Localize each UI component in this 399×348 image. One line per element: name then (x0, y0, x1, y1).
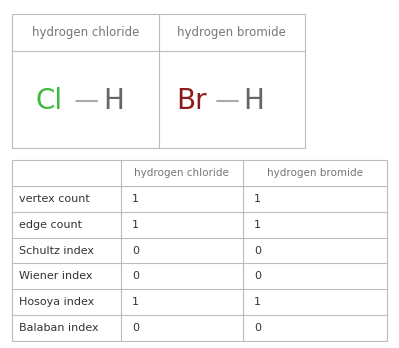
Text: hydrogen chloride: hydrogen chloride (134, 168, 229, 178)
Text: hydrogen chloride: hydrogen chloride (32, 26, 139, 39)
Text: edge count: edge count (20, 220, 83, 230)
Text: H: H (103, 87, 124, 115)
Text: 0: 0 (254, 271, 261, 282)
Text: 0: 0 (132, 246, 139, 255)
Text: Hosoya index: Hosoya index (20, 297, 95, 307)
Text: H: H (244, 87, 265, 115)
Text: Balaban index: Balaban index (20, 323, 99, 333)
Text: 1: 1 (132, 297, 139, 307)
Text: 0: 0 (132, 271, 139, 282)
Text: hydrogen bromide: hydrogen bromide (267, 168, 363, 178)
Text: Schultz index: Schultz index (20, 246, 95, 255)
Text: 0: 0 (132, 323, 139, 333)
Text: Br: Br (176, 87, 207, 115)
Text: 1: 1 (132, 220, 139, 230)
Text: 1: 1 (254, 297, 261, 307)
Text: 1: 1 (254, 194, 261, 204)
Text: hydrogen bromide: hydrogen bromide (178, 26, 286, 39)
Text: 1: 1 (254, 220, 261, 230)
Text: Wiener index: Wiener index (20, 271, 93, 282)
Text: 1: 1 (132, 194, 139, 204)
Text: Cl: Cl (36, 87, 63, 115)
Text: 0: 0 (254, 323, 261, 333)
Text: 0: 0 (254, 246, 261, 255)
Text: vertex count: vertex count (20, 194, 90, 204)
